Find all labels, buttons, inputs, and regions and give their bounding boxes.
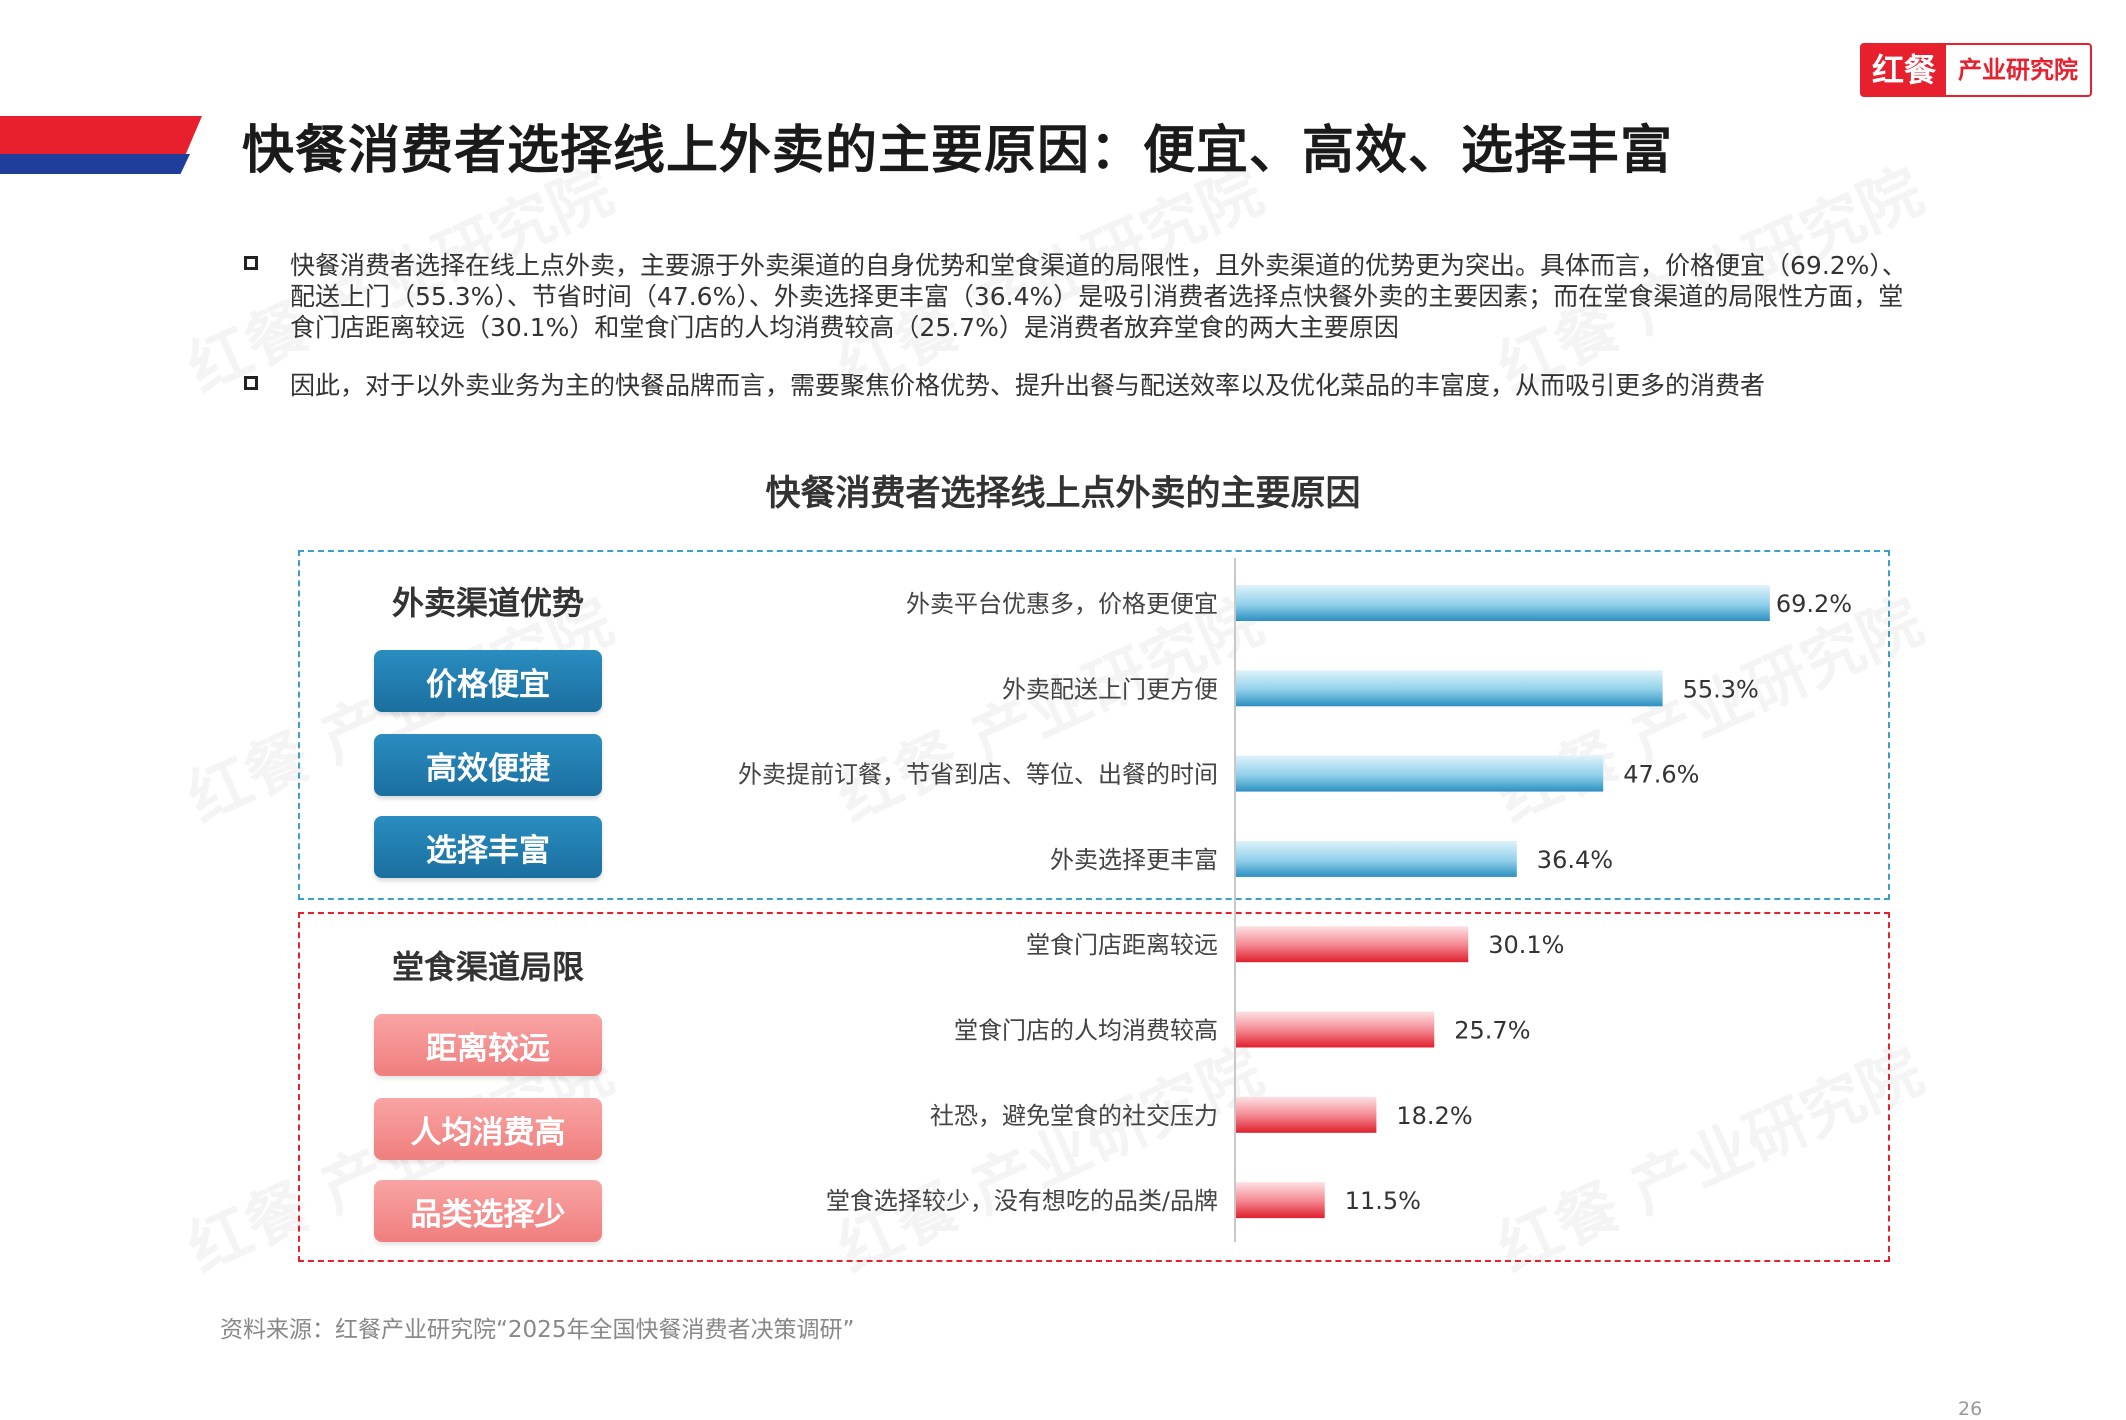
bullet-square-icon [244,376,258,390]
header-stripe-blue [0,154,190,174]
value-label: 11.5% [1345,1187,1421,1215]
category-label: 外卖平台优惠多，价格更便宜 [906,590,1218,618]
dinein-limit-box [298,912,1890,1262]
category-label: 外卖配送上门更方便 [1002,675,1218,703]
bullet-square-icon [244,256,258,270]
logo-mark: 红餐 [1862,45,1947,95]
logo-name: 产业研究院 [1958,56,2079,84]
category-label: 社恐，避免堂食的社交压力 [930,1102,1218,1130]
value-label: 69.2% [1776,590,1852,618]
takeout-advantage-box [298,550,1890,900]
tag-pill: 距离较远 [374,1014,602,1076]
tag-pill: 选择丰富 [374,816,602,878]
value-label: 36.4% [1537,846,1613,874]
bullet-text: 因此，对于以外卖业务为主的快餐品牌而言，需要聚焦价格优势、提升出餐与配送效率以及… [290,371,1766,400]
value-label: 47.6% [1623,761,1699,789]
bar [1236,926,1469,963]
category-label: 堂食门店的人均消费较高 [954,1017,1218,1045]
bar [1236,1182,1325,1219]
page-number: 26 [1958,1398,1983,1420]
bullet-text: 快餐消费者选择在线上点外卖，主要源于外卖渠道的自身优势和堂食渠道的局限性，且外卖… [290,251,1907,342]
bar [1236,1096,1377,1133]
value-label: 18.2% [1396,1102,1472,1130]
tag-pill: 品类选择少 [374,1180,602,1242]
category-label: 堂食选择较少，没有想吃的品类/品牌 [826,1187,1218,1215]
tag-pill: 人均消费高 [374,1098,602,1160]
category-label: 外卖提前订餐，节省到店、等位、出餐的时间 [738,761,1218,789]
bar [1236,670,1663,707]
tag-pill: 价格便宜 [374,650,602,712]
bar [1236,1011,1435,1048]
tag-pill: 高效便捷 [374,734,602,796]
bullet-paragraph: 因此，对于以外卖业务为主的快餐品牌而言，需要聚焦价格优势、提升出餐与配送效率以及… [244,370,1914,401]
group-title-takeout: 外卖渠道优势 [391,584,584,622]
page-title: 快餐消费者选择线上外卖的主要原因：便宜、高效、选择丰富 [242,121,1674,181]
brand-logo: 红餐 产业研究院 [1860,43,2093,97]
category-label: 外卖选择更丰富 [1050,846,1218,874]
group-title-dinein: 堂食渠道局限 [391,948,584,986]
value-label: 30.1% [1488,931,1564,959]
bullet-paragraph: 快餐消费者选择在线上点外卖，主要源于外卖渠道的自身优势和堂食渠道的局限性，且外卖… [244,250,1914,343]
chart-title: 快餐消费者选择线上点外卖的主要原因 [765,474,1361,514]
source-note: 资料来源：红餐产业研究院“2025年全国快餐消费者决策调研” [220,1317,855,1343]
value-label: 25.7% [1454,1017,1530,1045]
bar [1236,840,1517,877]
header-stripe-red [0,116,202,154]
bar [1236,755,1604,792]
category-label: 堂食门店距离较远 [1026,931,1218,959]
bar [1236,585,1770,621]
value-label: 55.3% [1683,675,1759,703]
